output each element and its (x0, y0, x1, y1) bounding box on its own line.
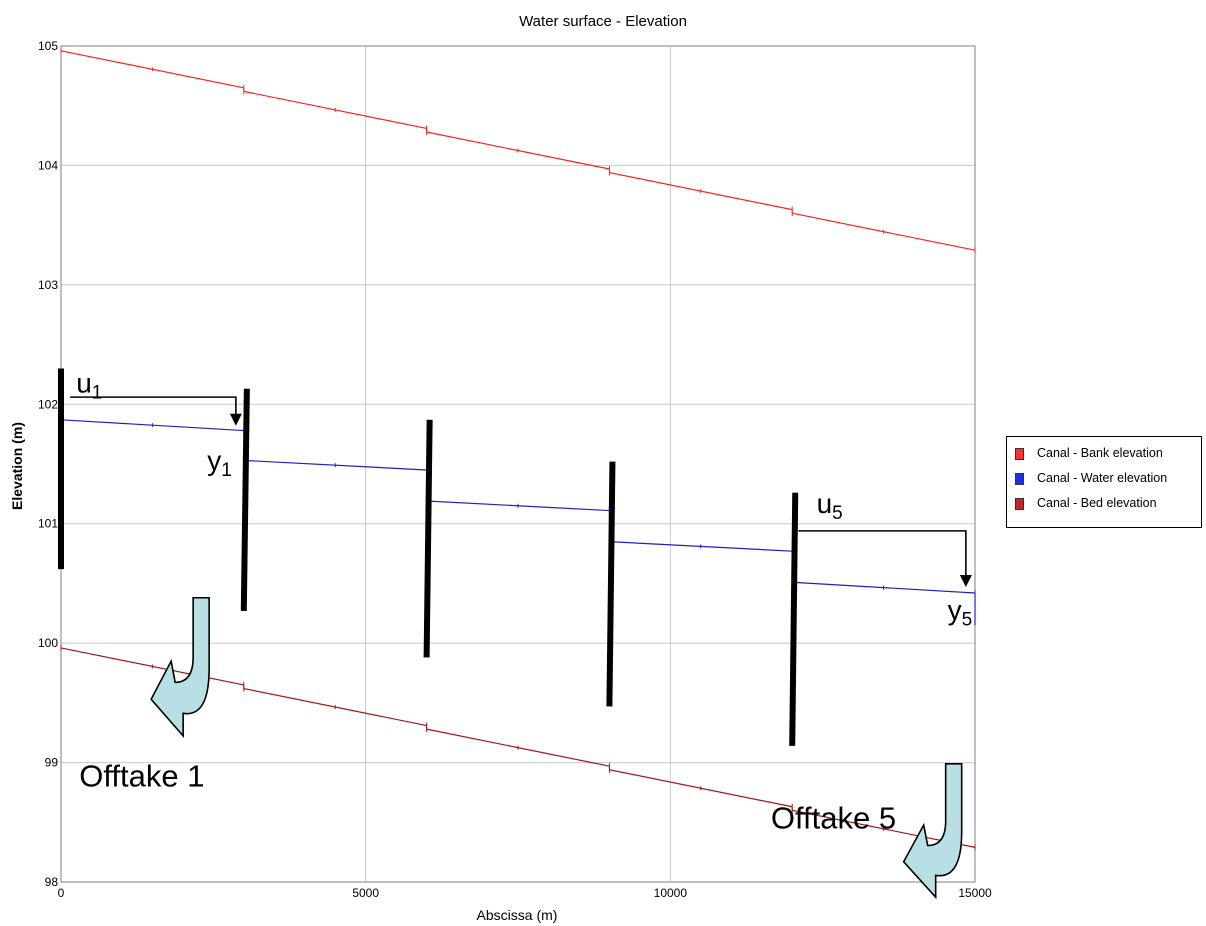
legend-swatch-bed (1015, 498, 1024, 510)
label-offtake1: Offtake 1 (79, 758, 204, 793)
legend-label-bed: Canal - Bed elevation (1037, 496, 1157, 510)
y-tick-label: 100 (38, 636, 58, 650)
gate-bar (606, 461, 616, 707)
control-arrow-line (798, 530, 967, 578)
legend-item-bed: Canal - Bed elevation (1007, 495, 1201, 520)
tick-labels: 0 5000 10000 15000 98 99 100 101 102 103 104 105 (38, 39, 992, 900)
offtake-arrow-5 (902, 762, 963, 900)
x-axis-label: Abscissa (m) (477, 907, 558, 923)
series-bank (60, 47, 976, 254)
y-tick-label: 105 (38, 39, 58, 53)
gate-bar (240, 388, 250, 611)
gate-bar (423, 419, 433, 658)
legend-label-bank: Canal - Bank elevation (1037, 446, 1163, 460)
series-bed (60, 644, 976, 851)
label-y1: y1 (207, 445, 232, 481)
legend-item-water: Canal - Water elevation (1007, 470, 1201, 495)
y-tick-label: 101 (38, 517, 58, 531)
gate-layer (58, 368, 799, 746)
label-u1: u1 (76, 367, 102, 403)
x-tick-label: 15000 (958, 886, 992, 900)
gate-bar (789, 492, 799, 746)
control-arrow-line (70, 396, 237, 416)
legend-swatch-water (1015, 473, 1024, 485)
y-tick-label: 99 (45, 756, 59, 770)
y-tick-label: 103 (38, 278, 58, 292)
chart-title: Water surface - Elevation (519, 13, 687, 30)
label-offtake5: Offtake 5 (771, 800, 896, 835)
annotation-layer: u1 y1 u5 y5 Offtake 1 Offtake 5 (70, 367, 973, 900)
legend-item-bank: Canal - Bank elevation (1007, 445, 1201, 470)
legend-swatch-bank (1015, 448, 1024, 460)
x-tick-label: 0 (58, 886, 65, 900)
label-u5: u5 (817, 488, 843, 524)
control-arrow-head (229, 413, 242, 426)
legend-label-water: Canal - Water elevation (1037, 471, 1168, 485)
y-axis-label: Elevation (m) (9, 422, 25, 510)
y-tick-label: 102 (38, 397, 58, 411)
offtake-arrow-1 (150, 596, 210, 738)
x-tick-label: 10000 (654, 886, 688, 900)
grid-lines (60, 45, 976, 883)
legend: Canal - Bank elevation Canal - Water ele… (1006, 436, 1202, 528)
series-layer (60, 47, 976, 851)
control-arrow-head (959, 575, 972, 588)
y-tick-label: 104 (38, 158, 58, 172)
label-y5: y5 (948, 594, 973, 630)
x-tick-label: 5000 (352, 886, 379, 900)
plot-area (60, 45, 976, 883)
y-tick-label: 98 (45, 875, 59, 889)
